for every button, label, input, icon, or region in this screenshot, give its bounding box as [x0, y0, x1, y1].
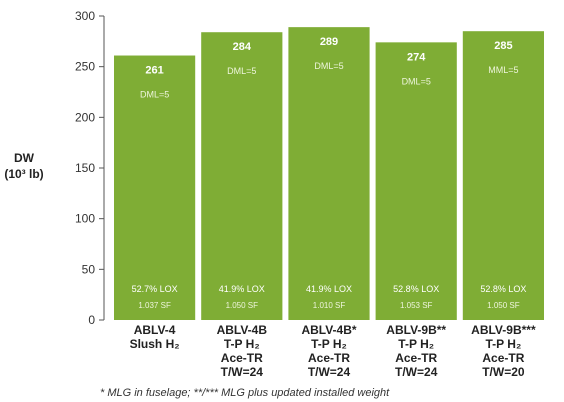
bar-lox-label: 52.8% LOX: [480, 284, 526, 294]
bar-dml-label: DML=5: [227, 66, 256, 76]
category-label-line: ABLV-9B***: [471, 323, 536, 337]
category-label-line: Ace-TR: [482, 351, 524, 365]
bar-value-label: 261: [145, 65, 163, 77]
category-label-line: Ace-TR: [395, 351, 437, 365]
y-tick-label: 200: [75, 110, 95, 124]
category-label-line: Slush H₂: [130, 337, 180, 351]
category-label-line: T-P H₂: [311, 337, 347, 351]
category-label-line: T-P H₂: [486, 337, 522, 351]
category-label-line: Ace-TR: [308, 351, 350, 365]
bar-lox-label: 41.9% LOX: [219, 284, 265, 294]
category-label-line: Ace-TR: [221, 351, 263, 365]
y-tick-label: 250: [75, 60, 95, 74]
y-tick-label: 50: [82, 262, 96, 276]
y-axis: 0 50 100 150 200 250 300: [75, 9, 105, 327]
bar-sf-label: 1.050 SF: [226, 301, 259, 310]
y-axis-label-line2: (10³ lb): [4, 167, 43, 181]
category-label-line: ABLV-4B*: [301, 323, 356, 337]
footnote: * MLG in fuselage; **/*** MLG plus updat…: [100, 387, 390, 399]
bar: [201, 32, 283, 321]
bar-lox-label: 52.7% LOX: [132, 284, 178, 294]
y-tick-label: 0: [88, 313, 95, 327]
category-label-line: T-P H₂: [398, 337, 434, 351]
y-axis-label-line1: DW: [14, 151, 35, 165]
bar-sf-label: 1.010 SF: [313, 301, 346, 310]
category-label-line: T/W=24: [395, 365, 438, 379]
bar-value-label: 284: [233, 41, 252, 53]
bar-lox-label: 41.9% LOX: [306, 284, 352, 294]
bar: [462, 31, 544, 320]
bar-value-label: 289: [320, 36, 338, 48]
category-label-line: ABLV-4B: [217, 323, 268, 337]
y-tick-label: 300: [75, 9, 95, 23]
category-label-line: T/W=20: [482, 365, 525, 379]
category-label-line: T/W=24: [221, 365, 264, 379]
bar-value-label: 285: [494, 40, 512, 52]
bar: [375, 42, 457, 320]
bar-sf-label: 1.053 SF: [400, 301, 433, 310]
bar-value-label: 274: [407, 51, 426, 63]
bar-dml-label: DML=5: [402, 76, 431, 86]
category-label-line: T-P H₂: [224, 337, 260, 351]
bar-dml-label: MML=5: [488, 65, 518, 75]
bar-lox-label: 52.8% LOX: [393, 284, 439, 294]
category-label-line: ABLV-4: [134, 323, 176, 337]
bar-sf-label: 1.050 SF: [487, 301, 520, 310]
y-tick-label: 100: [75, 212, 95, 226]
bars-group: 261 DML=5 52.7% LOX 1.037 SF 284 DML=5 41.9% L…: [114, 27, 544, 321]
category-label-line: ABLV-9B**: [386, 323, 446, 337]
bar-sf-label: 1.037 SF: [138, 301, 171, 310]
bar: [114, 55, 196, 321]
bar-dml-label: DML=5: [140, 90, 169, 100]
bar-dml-label: DML=5: [314, 61, 343, 71]
category-label-line: T/W=24: [308, 365, 351, 379]
y-tick-label: 150: [75, 161, 95, 175]
bar: [288, 27, 370, 320]
